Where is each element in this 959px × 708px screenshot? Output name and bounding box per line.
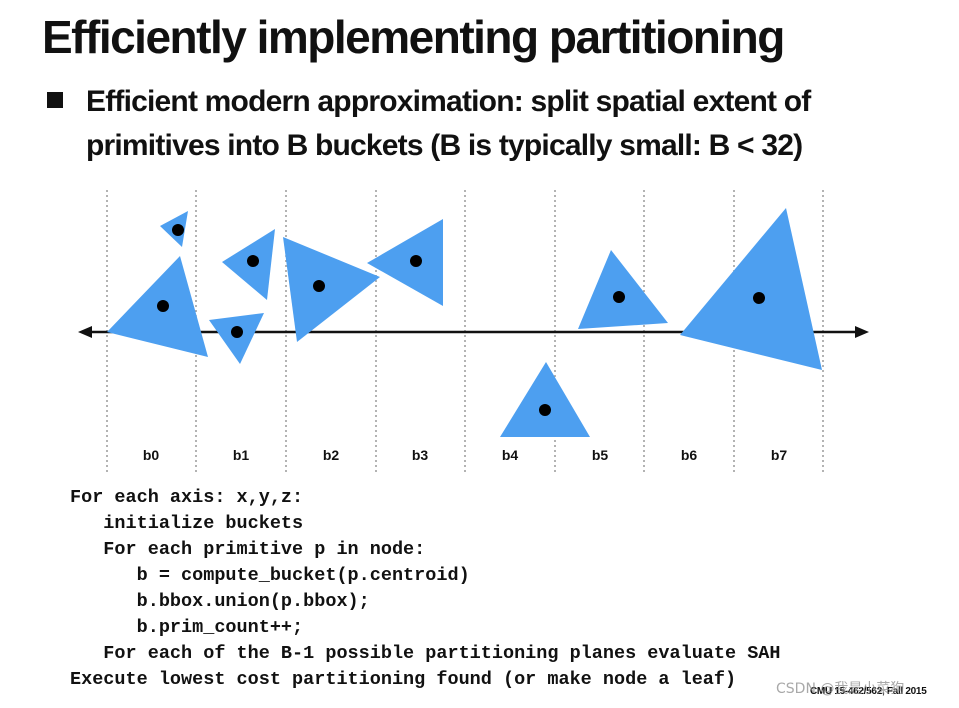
code-line: b.prim_count++; [70, 617, 304, 638]
bucket-label: b7 [771, 447, 788, 463]
centroid-dot [313, 280, 325, 292]
primitive-triangle [578, 250, 668, 329]
centroid-dot [231, 326, 243, 338]
bucket-partition-diagram: b0 b1 b2 b3 b4 b5 b6 b7 [78, 190, 869, 472]
centroids [157, 224, 765, 416]
primitives [107, 208, 822, 437]
bullet-text: Efficient modern approximation: split sp… [86, 80, 886, 168]
bullet-square-icon [47, 92, 63, 108]
primitive-triangle [367, 219, 443, 306]
axis-arrow-right-icon [855, 326, 869, 338]
code-line: For each axis: x,y,z: [70, 487, 304, 508]
primitive-triangle [209, 313, 264, 364]
bucket-label: b5 [592, 447, 609, 463]
code-line: Execute lowest cost partitioning found (… [70, 669, 737, 690]
bullet-line-2: primitives into B buckets (B is typicall… [86, 129, 803, 162]
code-line: b = compute_bucket(p.centroid) [70, 565, 470, 586]
code-line: b.bbox.union(p.bbox); [70, 591, 370, 612]
centroid-dot [157, 300, 169, 312]
bucket-label: b4 [502, 447, 519, 463]
slide-title: Efficiently implementing partitioning [42, 11, 785, 63]
bucket-label: b3 [412, 447, 429, 463]
primitive-triangle [500, 362, 590, 437]
primitive-triangle [283, 237, 380, 342]
csdn-watermark: CSDN @我是小菜狗 [776, 681, 905, 697]
pseudocode-block: For each axis: x,y,z: initialize buckets… [70, 485, 781, 693]
code-line: initialize buckets [70, 513, 304, 534]
centroid-dot [539, 404, 551, 416]
course-footer: CMU 15-462/562, Fall 2015 [810, 686, 927, 697]
centroid-dot [247, 255, 259, 267]
primitive-triangle [680, 208, 822, 370]
code-line: For each primitive p in node: [70, 539, 426, 560]
bucket-label: b1 [233, 447, 250, 463]
bucket-labels: b0 b1 b2 b3 b4 b5 b6 b7 [143, 447, 788, 463]
centroid-dot [753, 292, 765, 304]
bullet-line-1: Efficient modern approximation: split sp… [86, 85, 811, 118]
centroid-dot [613, 291, 625, 303]
code-line: For each of the B-1 possible partitionin… [70, 643, 781, 664]
bucket-label: b6 [681, 447, 698, 463]
centroid-dot [410, 255, 422, 267]
bucket-label: b0 [143, 447, 160, 463]
bucket-label: b2 [323, 447, 340, 463]
centroid-dot [172, 224, 184, 236]
axis-arrow-left-icon [78, 326, 92, 338]
